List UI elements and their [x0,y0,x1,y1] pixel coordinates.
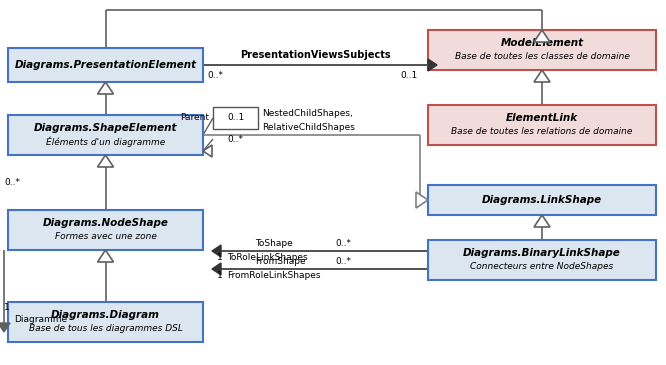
FancyBboxPatch shape [428,30,656,70]
Text: FromShape: FromShape [256,257,306,265]
FancyBboxPatch shape [8,302,203,342]
Text: 1: 1 [217,254,222,262]
FancyBboxPatch shape [8,115,203,155]
Text: Diagrams.NodeShape: Diagrams.NodeShape [43,218,168,228]
Text: 0..1: 0..1 [400,70,418,80]
Text: 0..*: 0..* [336,238,352,247]
Text: ToRoleLinkShapes: ToRoleLinkShapes [227,254,308,262]
Polygon shape [428,59,437,71]
Text: Base de toutes les relations de domaine: Base de toutes les relations de domaine [452,127,633,136]
Polygon shape [0,323,10,332]
Text: Diagrams.PresentationElement: Diagrams.PresentationElement [15,60,196,70]
FancyBboxPatch shape [428,105,656,145]
Text: Diagrams.Diagram: Diagrams.Diagram [51,310,160,320]
FancyBboxPatch shape [213,107,258,129]
Text: 0..*: 0..* [336,257,352,265]
Polygon shape [212,245,221,257]
Text: 0..1: 0..1 [227,114,244,123]
Text: ToShape: ToShape [256,238,293,247]
Text: 1: 1 [217,272,222,280]
Text: Base de tous les diagrammes DSL: Base de tous les diagrammes DSL [29,324,182,333]
Text: Base de toutes les classes de domaine: Base de toutes les classes de domaine [455,52,629,61]
Text: Formes avec une zone: Formes avec une zone [55,232,157,241]
Text: Diagrams.LinkShape: Diagrams.LinkShape [482,195,602,205]
FancyBboxPatch shape [428,240,656,280]
Text: PresentationViewsSubjects: PresentationViewsSubjects [240,50,391,60]
Text: 0..*: 0..* [4,178,20,187]
Text: RelativeChildShapes: RelativeChildShapes [262,123,355,132]
FancyBboxPatch shape [428,185,656,215]
Polygon shape [416,192,428,208]
Text: ElementLink: ElementLink [506,114,578,123]
Polygon shape [203,145,212,157]
Text: 0..*: 0..* [207,70,223,80]
Polygon shape [97,250,113,262]
Text: Diagrams.BinaryLinkShape: Diagrams.BinaryLinkShape [463,248,621,258]
Text: 0..*: 0..* [228,134,244,143]
Text: 1: 1 [4,303,10,311]
Polygon shape [534,30,550,42]
Polygon shape [212,263,221,275]
Text: Connecteurs entre NodeShapes: Connecteurs entre NodeShapes [470,262,613,271]
Text: NestedChildShapes,: NestedChildShapes, [262,110,353,119]
Text: Éléments d'un diagramme: Éléments d'un diagramme [46,137,165,147]
FancyBboxPatch shape [8,210,203,250]
Text: Diagramme: Diagramme [14,315,67,323]
Text: Diagrams.ShapeElement: Diagrams.ShapeElement [34,123,177,133]
Polygon shape [97,82,113,94]
Text: Parent: Parent [180,114,209,123]
Polygon shape [534,215,550,227]
Polygon shape [97,155,113,167]
FancyBboxPatch shape [8,48,203,82]
Polygon shape [534,70,550,82]
Text: FromRoleLinkShapes: FromRoleLinkShapes [227,272,320,280]
Text: ModelElement: ModelElement [500,38,583,48]
